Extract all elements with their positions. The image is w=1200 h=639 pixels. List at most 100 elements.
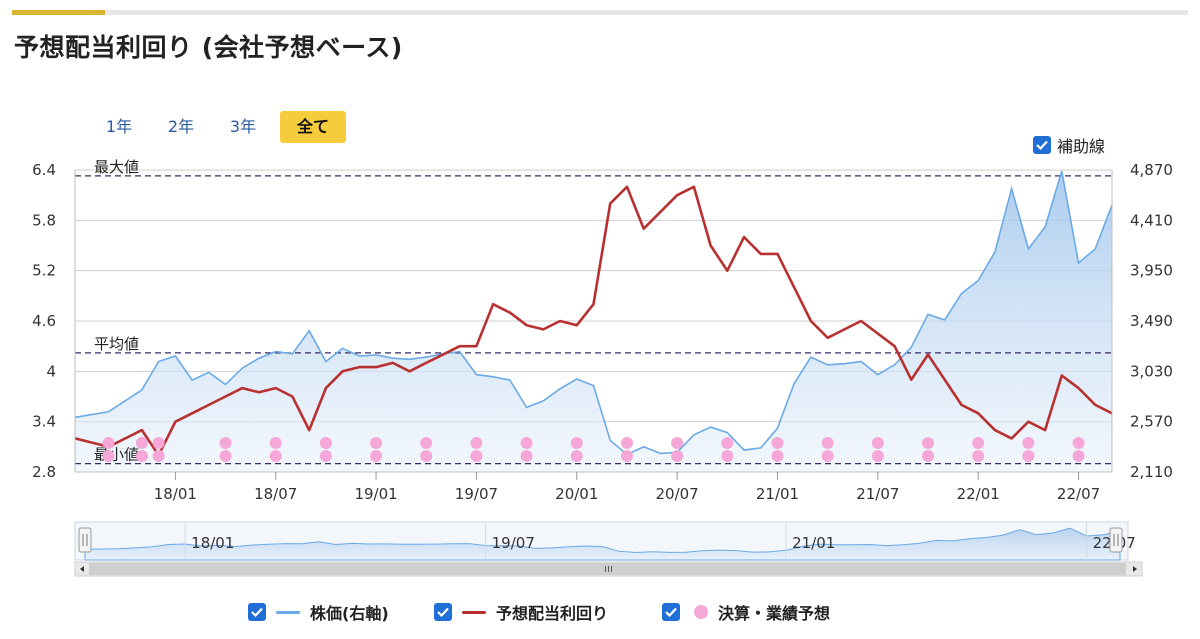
event-marker: [671, 437, 684, 449]
aux-lines-toggle[interactable]: 補助線: [1033, 133, 1105, 157]
event-marker: [871, 450, 884, 462]
event-marker: [1022, 450, 1035, 462]
event-marker: [1072, 437, 1085, 449]
event-marker: [972, 450, 985, 462]
event-marker: [1072, 450, 1085, 462]
legend-stock-price[interactable]: 株価(右軸): [248, 600, 389, 624]
x-tick-label: 21/07: [856, 485, 899, 503]
dividend-yield-line: [74, 185, 1113, 457]
y-right-tick-label: 2,110: [1130, 463, 1173, 481]
event-marker: [152, 450, 165, 462]
legend-dividend-yield[interactable]: 予想配当利回り: [434, 600, 608, 624]
event-marker: [152, 437, 165, 449]
y-right-tick-label: 4,870: [1130, 161, 1173, 179]
page-title: 予想配当利回り (会社予想ベース): [14, 33, 403, 62]
y-left-tick-label: 5.2: [32, 262, 56, 280]
legend-stock-label: 株価(右軸): [310, 604, 389, 623]
scrollbar-thumb[interactable]: [89, 563, 1126, 575]
y-left-tick-label: 2.8: [32, 463, 56, 481]
event-marker: [269, 450, 282, 462]
event-marker: [821, 450, 834, 462]
legend-yield-checkbox[interactable]: [434, 603, 452, 621]
event-marker: [219, 450, 232, 462]
navigator-handle-right[interactable]: [1109, 527, 1123, 553]
legend-earnings-label: 決算・業績予想: [718, 604, 831, 623]
event-marker: [972, 437, 985, 449]
y-left-tick-label: 5.8: [32, 211, 56, 229]
scroll-left-icon[interactable]: [80, 566, 84, 572]
event-marker: [570, 437, 583, 449]
tab-2y[interactable]: 2年: [167, 117, 195, 136]
event-marker: [135, 437, 148, 449]
legend-stock-swatch: [276, 610, 300, 614]
y-left-tick-label: 6.4: [32, 161, 56, 179]
stock-area: [75, 171, 1112, 472]
navigator-series: [84, 527, 1121, 561]
reference-line-label: 平均値: [94, 335, 139, 353]
event-marker: [671, 450, 684, 462]
legend-earnings[interactable]: 決算・業績予想: [662, 600, 830, 624]
y-right-tick-label: 2,570: [1130, 413, 1173, 431]
x-tick-label: 19/01: [354, 485, 397, 503]
legend-stock-checkbox[interactable]: [248, 603, 266, 621]
y-left-tick-label: 4: [46, 362, 56, 380]
series-lines: [74, 170, 1113, 457]
event-marker: [871, 437, 884, 449]
event-marker: [771, 450, 784, 462]
event-marker: [470, 450, 483, 462]
legend-earnings-checkbox[interactable]: [662, 603, 680, 621]
x-tick-label: 22/07: [1057, 485, 1100, 503]
x-tick-label: 22/01: [957, 485, 1000, 503]
event-marker: [470, 437, 483, 449]
event-marker: [370, 437, 383, 449]
tab-all[interactable]: 全て: [280, 111, 346, 143]
x-tick-label: 21/01: [756, 485, 799, 503]
event-markers: [102, 437, 1085, 462]
event-marker: [721, 450, 734, 462]
legend-yield-label: 予想配当利回り: [496, 604, 609, 623]
event-marker: [102, 450, 115, 462]
event-marker: [370, 450, 383, 462]
event-marker: [922, 437, 935, 449]
x-tick-label: 18/07: [254, 485, 297, 503]
y-left-tick-label: 3.4: [32, 413, 56, 431]
event-marker: [520, 437, 533, 449]
y-right-tick-label: 3,950: [1130, 262, 1173, 280]
event-marker: [1022, 437, 1035, 449]
header-accent: [12, 10, 105, 15]
aux-lines-label: 補助線: [1057, 137, 1106, 156]
navigator-tick-label: 19/07: [492, 534, 535, 552]
x-tick-label: 20/07: [656, 485, 699, 503]
event-marker: [821, 437, 834, 449]
event-marker: [420, 437, 433, 449]
y-left-tick-label: 4.6: [32, 312, 56, 330]
event-marker: [620, 450, 633, 462]
event-marker: [420, 450, 433, 462]
event-marker: [570, 450, 583, 462]
reference-line-label: 最大値: [94, 158, 139, 176]
header-divider: [12, 10, 1188, 15]
tab-1y[interactable]: 1年: [105, 117, 133, 136]
navigator-handle-left[interactable]: [78, 527, 92, 553]
tab-3y[interactable]: 3年: [229, 117, 257, 136]
event-marker: [721, 437, 734, 449]
x-tick-label: 18/01: [154, 485, 197, 503]
x-tick-label: 19/07: [455, 485, 498, 503]
chart-legend: 株価(右軸) 予想配当利回り 決算・業績予想: [0, 600, 1200, 630]
event-marker: [922, 450, 935, 462]
stock-price-area: [75, 171, 1112, 472]
aux-lines-checkbox[interactable]: [1033, 136, 1051, 154]
y-right-tick-label: 4,410: [1130, 211, 1173, 229]
event-marker: [620, 437, 633, 449]
navigator-tick-label: 21/01: [792, 534, 835, 552]
event-marker: [319, 450, 332, 462]
event-marker: [269, 437, 282, 449]
event-marker: [219, 437, 232, 449]
axes: 2.8 2,110 3.4 2,570 4 3,030 4.6 3,490 5.2 3,950 5.…: [32, 161, 1173, 503]
stock-price-line: [74, 170, 1113, 456]
navigator-tick-label: 18/01: [191, 534, 234, 552]
scroll-right-icon[interactable]: [1133, 566, 1137, 572]
